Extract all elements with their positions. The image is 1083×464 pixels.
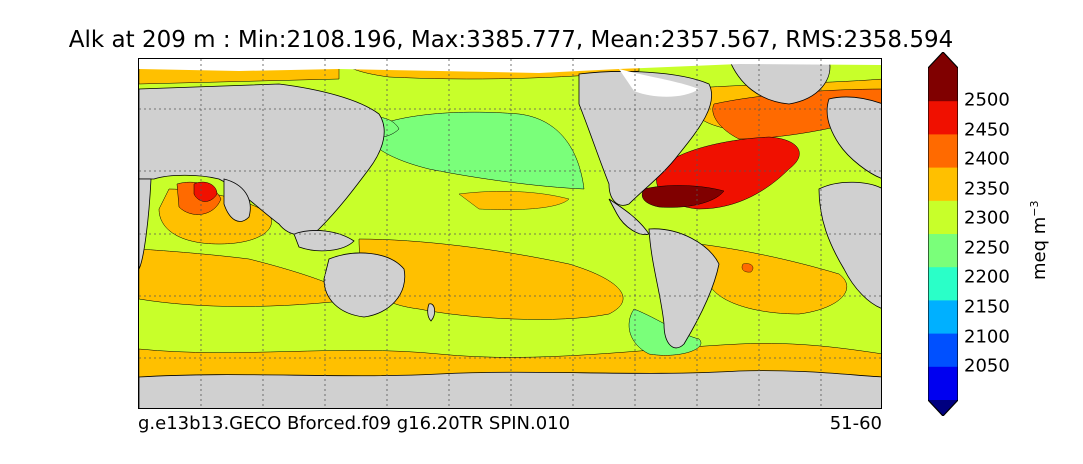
africa-landmass [139, 178, 152, 270]
southeast-asia-islands [293, 230, 355, 252]
map-gridlines [139, 59, 881, 408]
antarctica-landmass [139, 370, 881, 408]
australia-landmass [323, 252, 406, 318]
colorbar-extend-top [928, 52, 958, 68]
colorbar-segment [928, 234, 958, 268]
india-landmass [223, 178, 251, 222]
east-pacific-orange-region [458, 191, 570, 210]
colorbar-tick: 2350 [964, 178, 1010, 200]
caribbean-darkred-region [641, 185, 725, 208]
run-id-caption: g.e13b13.GECO Bforced.f09 g16.20TR SPIN.… [138, 413, 571, 434]
colorbar-segment [928, 167, 958, 202]
colorbar-tick: 2250 [964, 237, 1010, 259]
colorbar-extend-bottom [928, 400, 958, 416]
alkalinity-map [139, 59, 881, 408]
unit-base: meq m [1029, 216, 1050, 280]
colorbar-segment [928, 300, 958, 335]
arctic-missing-data [139, 59, 881, 73]
colorbar-segment [928, 101, 958, 135]
colorbar-tick: 2050 [964, 355, 1010, 377]
north-pacific-green-region [368, 111, 585, 190]
north-america-landmass [578, 71, 713, 206]
colorbar-tick: 2150 [964, 296, 1010, 318]
red-sea-red-region [193, 181, 218, 202]
map-panel [138, 58, 882, 409]
years-caption: 51-60 [829, 413, 882, 434]
europe-landmass [826, 96, 881, 179]
colorbar-segment [928, 200, 958, 235]
canada-archipelago-missing-data [619, 69, 699, 97]
colorbar-segment [928, 68, 958, 102]
new-zealand-landmass [427, 303, 435, 322]
south-atlantic-darkorange-spot [741, 263, 754, 273]
colorbar-unit-label: meq m−3 [1028, 200, 1050, 280]
land-masses [139, 59, 881, 408]
south-america-landmass [648, 228, 720, 349]
colorbar-segments [928, 52, 958, 416]
unit-exponent: −3 [1028, 200, 1041, 217]
south-atlantic-orange-region [698, 243, 847, 315]
missing-data-areas [139, 59, 881, 97]
colorbar-tick: 2450 [964, 119, 1010, 141]
colorbar-tick: 2400 [964, 148, 1010, 170]
colorbar-segment [928, 134, 958, 169]
south-pacific-orange-region [358, 238, 624, 320]
asia-landmass [139, 83, 385, 236]
colorbar-segment [928, 267, 958, 301]
colorbar-tick: 2200 [964, 266, 1010, 288]
plot-title: Alk at 209 m : Min:2108.196, Max:3385.77… [68, 27, 954, 53]
colorbar-tick: 2300 [964, 207, 1010, 229]
colorbar-segment [928, 333, 958, 368]
colorbar-tick: 2100 [964, 326, 1010, 348]
west-africa-landmass [818, 181, 881, 309]
colorbar-segment [928, 366, 958, 401]
colorbar [928, 52, 958, 416]
colorbar-tick: 2500 [964, 89, 1010, 111]
greenland-landmass [728, 59, 831, 105]
